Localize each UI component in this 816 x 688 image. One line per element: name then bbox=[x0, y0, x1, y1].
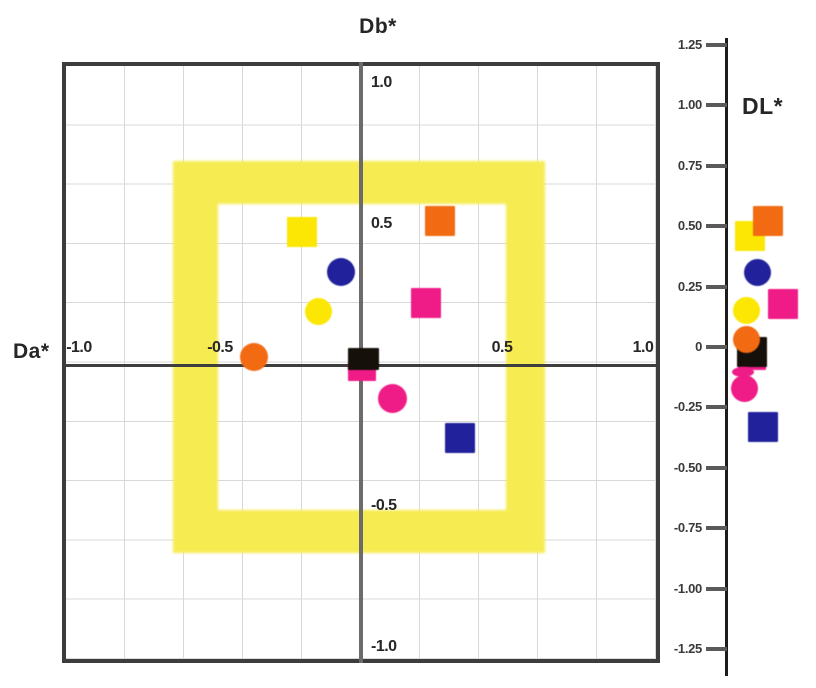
db-tick-label-1.0: 1.0 bbox=[371, 74, 392, 91]
dl-tick-label--0.75: -0.75 bbox=[673, 520, 702, 536]
dl-tick-label--1.25: -1.25 bbox=[673, 641, 702, 656]
dl-tick-mark-0.50 bbox=[706, 224, 727, 229]
ab-marker-pink-square bbox=[410, 287, 441, 318]
da-tick-label-0.5: 0.5 bbox=[491, 339, 513, 356]
dl-tick-label-1.00: 1.00 bbox=[677, 97, 702, 113]
ab-marker-yellow-square bbox=[286, 217, 317, 248]
dl-axis-line bbox=[725, 38, 728, 676]
dl-marker-orange-square bbox=[753, 206, 783, 237]
dl-tick-mark--1.25 bbox=[706, 647, 727, 651]
ab-marker-pink-circle bbox=[377, 384, 407, 414]
dl-tick-mark--1.00 bbox=[706, 586, 727, 591]
dl-tick-label-0.25: 0.25 bbox=[677, 278, 702, 294]
ab-marker-orange-square bbox=[424, 206, 455, 237]
db-tick-label-0.5: 0.5 bbox=[371, 215, 392, 232]
dl-tick-mark-1.25 bbox=[706, 43, 727, 47]
ab-marker-yellow-circle bbox=[305, 297, 333, 325]
da-tick-label--1.0: -1.0 bbox=[66, 339, 92, 356]
dl-tick-label--1.00: -1.00 bbox=[673, 580, 702, 596]
dl-tick-mark--0.75 bbox=[706, 526, 727, 531]
da-tick-label-1.0: 1.0 bbox=[632, 339, 654, 356]
dl-tick-mark-0.75 bbox=[706, 163, 727, 168]
dl-marker-yellow-circle bbox=[732, 297, 760, 325]
dl-axis-title: DL* bbox=[742, 93, 784, 119]
ab-marker-navy-square bbox=[444, 423, 475, 454]
db-tick-label--0.5: -0.5 bbox=[371, 497, 397, 514]
dl-tick-mark-0 bbox=[706, 345, 727, 349]
da-tick-label--0.5: -0.5 bbox=[207, 339, 233, 356]
da-axis-title: Da* bbox=[13, 340, 50, 363]
ab-marker-navy-circle bbox=[327, 257, 356, 286]
dl-marker-pink-circle bbox=[730, 374, 758, 402]
dl-tick-mark-1.00 bbox=[706, 103, 727, 108]
dl-tick-label--0.25: -0.25 bbox=[673, 399, 702, 415]
dl-tick-mark--0.25 bbox=[706, 405, 727, 410]
ab-marker-orange-circle bbox=[239, 342, 268, 371]
ab-marker-black-square bbox=[348, 348, 380, 371]
dl-tick-mark--0.50 bbox=[706, 465, 727, 470]
dl-tick-label-1.25: 1.25 bbox=[677, 37, 702, 52]
dl-tick-mark-0.25 bbox=[706, 284, 727, 289]
dl-marker-navy-circle bbox=[743, 258, 771, 286]
dl-tick-label-0: 0 bbox=[695, 339, 702, 354]
dl-marker-pink-square bbox=[768, 288, 798, 319]
dl-marker-pink-ellipse bbox=[732, 367, 754, 378]
dl-tick-label--0.50: -0.50 bbox=[673, 459, 702, 475]
tolerance-band bbox=[172, 161, 545, 554]
dl-marker-navy-square bbox=[748, 411, 778, 442]
db-axis-title: Db* bbox=[359, 15, 397, 38]
dl-marker-orange-circle bbox=[732, 326, 760, 354]
db-tick-label--1.0: -1.0 bbox=[371, 638, 397, 655]
dl-tick-label-0.75: 0.75 bbox=[677, 157, 702, 173]
dl-tick-label-0.50: 0.50 bbox=[677, 218, 702, 234]
